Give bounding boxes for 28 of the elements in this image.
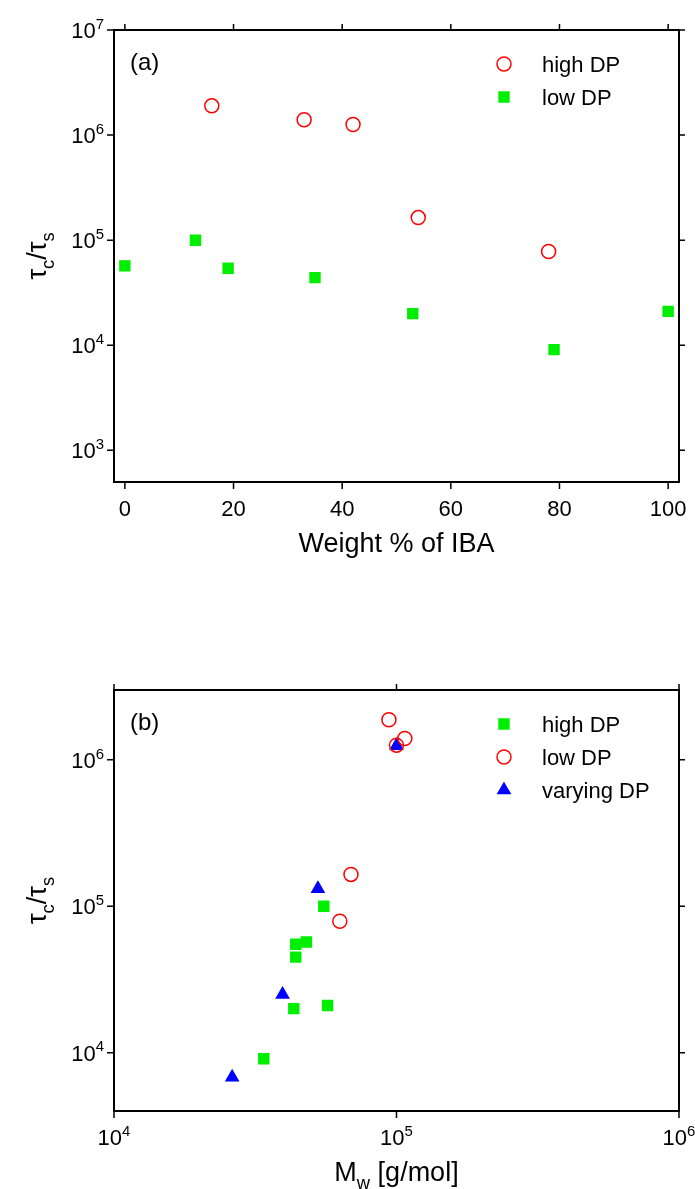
point bbox=[548, 343, 560, 356]
point bbox=[119, 260, 131, 272]
point bbox=[540, 243, 557, 260]
point bbox=[296, 111, 312, 128]
x-tick-label: 40 bbox=[329, 496, 355, 521]
x-tick-label: 0 bbox=[118, 496, 131, 521]
annotation: (b) bbox=[130, 708, 160, 735]
point bbox=[345, 116, 361, 133]
x-axis-title: Weight % of IBA bbox=[298, 528, 495, 558]
x-tick-label: 20 bbox=[221, 496, 246, 521]
legend-label: high DP bbox=[542, 712, 621, 737]
point bbox=[222, 262, 234, 275]
x-tick-label: 60 bbox=[438, 496, 464, 521]
point bbox=[204, 98, 220, 114]
point bbox=[662, 305, 674, 318]
point bbox=[407, 307, 419, 320]
legend-label: low DP bbox=[542, 85, 612, 110]
x-tick-label: 100 bbox=[649, 496, 687, 521]
x-tick-label: 80 bbox=[547, 496, 572, 521]
legend-label: high DP bbox=[542, 52, 621, 77]
y-axis-title: τc/τs bbox=[22, 876, 58, 925]
point bbox=[189, 234, 202, 246]
legend-label: varying DP bbox=[542, 778, 650, 803]
y-axis-title: τc/τs bbox=[22, 232, 58, 280]
point bbox=[410, 209, 426, 226]
annotation: (a) bbox=[130, 48, 160, 75]
legend-label: low DP bbox=[542, 745, 612, 770]
point bbox=[309, 271, 321, 284]
